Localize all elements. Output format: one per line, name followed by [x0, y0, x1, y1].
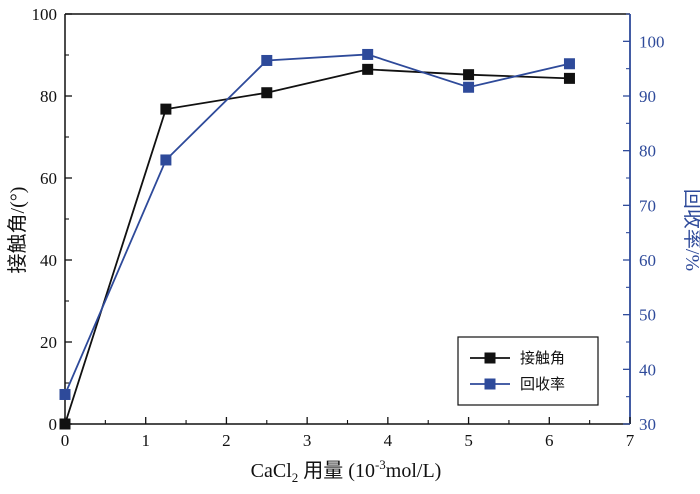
y-right-tick-label: 100 — [639, 32, 665, 51]
x-tick-label: 6 — [545, 431, 554, 450]
y-axis-right-title: 回收率/% — [681, 189, 700, 271]
x-tick-label: 5 — [464, 431, 473, 450]
series-2-point — [463, 81, 475, 93]
series-1-point — [261, 87, 273, 99]
legend-swatch-marker — [484, 378, 496, 390]
x-tick-label: 3 — [303, 431, 312, 450]
series-2-point — [59, 388, 71, 400]
series-layer — [59, 48, 575, 430]
series-1-point — [59, 418, 71, 430]
y-left-tick-label: 60 — [40, 169, 57, 188]
y-right-tick-label: 70 — [639, 196, 656, 215]
x-axis-title-rest: 用量 (10 — [298, 460, 375, 482]
x-tick-label: 7 — [626, 431, 635, 450]
x-axis-title-subscript: 2 — [292, 470, 299, 485]
x-axis-title-main: CaCl — [251, 460, 293, 482]
series-2-point — [563, 58, 575, 70]
series-1-point — [563, 72, 575, 84]
x-axis-title-unit: mol/L) — [386, 460, 442, 482]
legend-box — [457, 336, 599, 406]
y-left-tick-label: 80 — [40, 87, 57, 106]
y-right-tick-label: 80 — [639, 142, 656, 161]
series-1-point — [362, 63, 374, 75]
series-2-point — [362, 48, 374, 60]
y-right-tick-label: 30 — [639, 415, 656, 434]
y-left-tick-label: 20 — [40, 333, 57, 352]
series-2-point — [160, 154, 172, 166]
x-tick-label: 4 — [384, 431, 393, 450]
series-line-1 — [64, 68, 570, 425]
y-right-tick-label: 60 — [639, 251, 656, 270]
y-right-tick-label: 50 — [639, 306, 656, 325]
x-tick-label: 2 — [222, 431, 231, 450]
series-1-point — [160, 103, 172, 115]
x-axis-title-superscript: -3 — [375, 457, 386, 472]
y-axis-left-title: 接触角/(°) — [6, 187, 29, 274]
x-tick-label: 1 — [141, 431, 150, 450]
legend-swatch-marker — [484, 352, 496, 364]
series-2-point — [261, 54, 273, 66]
x-axis-title: CaCl2 用量 (10-3mol/L) — [251, 457, 442, 485]
series-1-point — [463, 69, 475, 81]
x-tick-label: 0 — [61, 431, 70, 450]
series-line-2 — [64, 53, 570, 395]
y-left-tick-label: 100 — [32, 5, 58, 24]
y-left-tick-label: 0 — [49, 415, 58, 434]
y-right-tick-label: 90 — [639, 87, 656, 106]
legend-label: 回收率 — [520, 375, 565, 393]
legend-label: 接触角 — [520, 349, 565, 367]
y-left-tick-label: 40 — [40, 251, 57, 270]
y-right-tick-label: 40 — [639, 360, 656, 379]
